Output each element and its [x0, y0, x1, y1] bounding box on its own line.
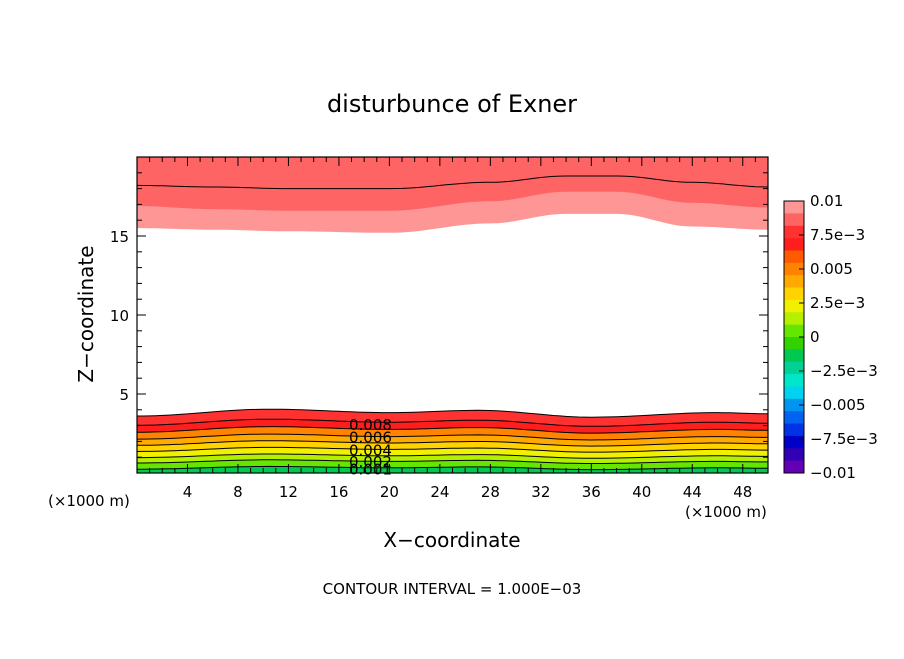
y-axis-label: Z−coordinate	[74, 245, 98, 382]
colorbar-swatch	[784, 250, 804, 264]
contour-fill-5	[137, 440, 768, 453]
colorbar-swatch	[784, 299, 804, 313]
contour-label: 0.001	[349, 460, 392, 478]
colorbar-swatch	[784, 262, 804, 276]
contour-line-0.001	[137, 465, 769, 471]
colorbar-label: −0.005	[810, 396, 866, 414]
colorbar-swatch	[784, 386, 804, 400]
x-tick-label: 8	[233, 483, 243, 501]
contour-field	[136, 156, 769, 474]
colorbar-swatch	[784, 361, 804, 375]
colorbar-swatch	[784, 238, 804, 251]
colorbar-label: 0.005	[810, 260, 853, 278]
y-tick-label: 5	[119, 386, 129, 404]
y-axis-ticks: 5 10 15	[110, 172, 768, 458]
colorbar-swatch	[784, 225, 804, 239]
top-contour-line	[136, 175, 769, 190]
x-tick-label: 40	[632, 483, 651, 501]
x-tick-label: 48	[733, 483, 752, 501]
colorbar-label: 0.01	[810, 192, 843, 210]
x-tick-label: 44	[683, 483, 702, 501]
contour-line-0.007	[137, 426, 768, 434]
contour-fill-9	[137, 409, 768, 427]
colorbar-label: 0	[810, 328, 820, 346]
colorbar-swatch	[784, 324, 804, 338]
colorbar-swatch	[784, 398, 804, 412]
x-tick-label: 4	[183, 483, 193, 501]
contour-line-0.002	[137, 459, 768, 464]
contour-fill-7	[137, 426, 768, 440]
colorbar-swatch	[784, 448, 804, 462]
colorbar-swatch	[784, 312, 804, 326]
contour-line-0.004	[136, 446, 768, 453]
colorbar-swatch	[784, 435, 804, 449]
contour-line-0.006	[137, 433, 768, 441]
colorbar-swatch	[784, 374, 804, 387]
x-unit-right: (×1000 m)	[685, 503, 767, 521]
x-tick-label: 36	[582, 483, 601, 501]
colorbar-swatch	[784, 287, 804, 301]
contour-label: 0.006	[349, 429, 392, 447]
x-axis-ticks: 4 8 12 16 20 24 28 32 36 40 44 48	[149, 157, 756, 501]
x-tick-label: 24	[430, 483, 449, 501]
contour-fill-3	[137, 454, 768, 464]
contour-fill-6	[137, 434, 768, 447]
contour-line-0.005	[137, 440, 769, 447]
colorbar-swatch	[784, 213, 804, 227]
colorbar-swatch	[784, 275, 804, 289]
contour-fill-8	[137, 419, 768, 434]
colorbar-label: −0.01	[810, 464, 856, 482]
x-axis-label: X−coordinate	[383, 528, 520, 552]
colorbar-swatch	[784, 201, 804, 214]
contour-line-0.008	[136, 418, 768, 427]
x-tick-label: 20	[380, 483, 399, 501]
x-tick-label: 12	[279, 483, 298, 501]
x-tick-label: 32	[531, 483, 550, 501]
contour-label: 0.008	[349, 416, 392, 434]
contour-line-0.003	[137, 453, 768, 459]
colorbar-swatch	[784, 423, 804, 437]
contour-fill-2	[137, 459, 768, 470]
colorbar-swatch	[784, 460, 804, 474]
contour-fill-4	[137, 447, 768, 459]
colorbar-label: −2.5e−3	[810, 362, 878, 380]
contour-label: 0.002	[349, 453, 392, 471]
colorbar-label: 2.5e−3	[810, 294, 865, 312]
y-tick-label: 10	[110, 307, 129, 325]
contour-line-0.009	[137, 408, 769, 418]
colorbar-swatch	[784, 349, 804, 363]
colorbar-label: 7.5e−3	[810, 226, 865, 244]
colorbar: 0.01 7.5e−3 0.005 2.5e−3 0 −2.5e−3 −0.005 −7.5e…	[783, 192, 878, 482]
colorbar-label: −7.5e−3	[810, 430, 878, 448]
x-tick-label: 28	[481, 483, 500, 501]
contour-label: 0.004	[349, 441, 392, 459]
x-unit-left: (×1000 m)	[48, 492, 130, 510]
y-tick-label: 15	[110, 228, 129, 246]
x-tick-label: 16	[329, 483, 348, 501]
contour-interval-footer: CONTOUR INTERVAL = 1.000E−03	[323, 580, 582, 598]
colorbar-swatch	[784, 411, 804, 425]
colorbar-swatch	[784, 337, 804, 350]
chart-title: disturbunce of Exner	[327, 90, 577, 118]
